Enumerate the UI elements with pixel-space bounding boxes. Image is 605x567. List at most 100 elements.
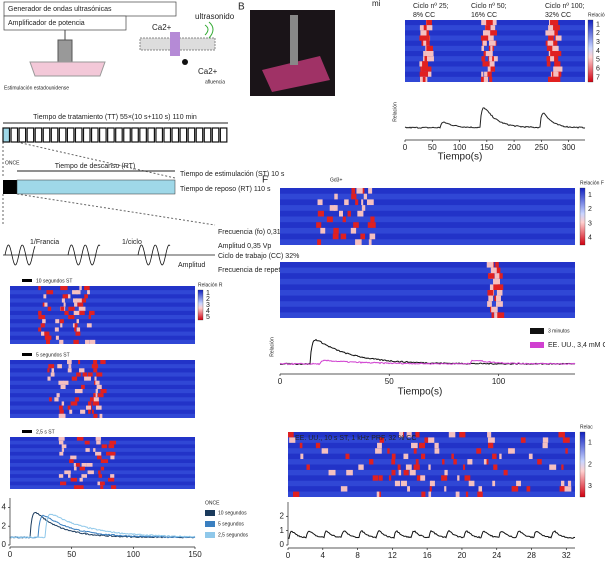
heatmap-spot <box>361 199 364 206</box>
heatmap-row <box>10 455 195 460</box>
heatmap-spot <box>70 455 77 460</box>
heatmap-spot <box>47 376 51 381</box>
photo-plate <box>262 56 330 92</box>
x-tick-label: 150 <box>188 550 202 559</box>
heatmap-spot <box>55 319 60 324</box>
heatmap-spot <box>71 376 78 381</box>
block <box>2 127 11 143</box>
heatmap-spot <box>462 464 466 470</box>
block <box>34 127 43 143</box>
heatmap-spot <box>495 312 500 318</box>
stim-bar <box>22 279 32 282</box>
heatmap-spot <box>567 480 572 487</box>
heatmap-spot <box>44 302 48 307</box>
heatmap-spot <box>391 469 396 476</box>
colorbar-tick-label: 2 <box>588 461 592 468</box>
heatmap-spot <box>79 466 86 471</box>
heatmap-spot <box>423 30 426 36</box>
heatmap-spot <box>369 459 374 465</box>
heatmap-spot <box>441 475 448 481</box>
heatmap-spot <box>499 453 502 460</box>
heatmap-spot <box>87 290 90 295</box>
heatmap-row <box>10 463 195 467</box>
heatmap-spot <box>496 290 503 296</box>
heatmap-spot <box>100 389 107 394</box>
heatmap-spot <box>377 442 382 449</box>
heatmap-spot <box>421 66 427 72</box>
heatmap-spot <box>503 469 508 476</box>
heatmap-spot <box>559 486 567 492</box>
heatmap-spot <box>93 360 98 365</box>
heatmap-spot <box>368 188 373 194</box>
heatmap-row <box>10 298 195 303</box>
colorbar-tick-label: 1 <box>596 21 600 28</box>
heatmap-spot <box>89 397 96 402</box>
x-tick-label: 150 <box>480 143 494 152</box>
heatmap-spot <box>551 20 559 26</box>
heatmap-spot <box>426 66 430 72</box>
heatmap-spot <box>40 323 45 328</box>
heatmap-spot <box>425 25 433 31</box>
duty-label: 32% CC <box>545 12 571 19</box>
heatmap-row <box>10 315 195 320</box>
heatmap-spot <box>44 335 52 340</box>
heatmap-spot <box>57 364 62 369</box>
x-tick-label: 28 <box>527 551 536 560</box>
label: Tiempo de reposo (RT) 110 s <box>180 186 271 193</box>
heatmap-spot <box>453 459 457 465</box>
heatmap-spot <box>69 409 73 414</box>
heatmap-spot <box>561 464 564 470</box>
heatmap-spot <box>413 448 417 454</box>
heatmap-spot <box>347 210 351 217</box>
heatmap-spot <box>101 444 108 449</box>
heatmap-spot <box>491 312 494 318</box>
heatmap-spot <box>85 405 91 410</box>
block <box>131 127 139 143</box>
heatmap-spot <box>77 302 84 307</box>
heatmap-spot <box>545 40 550 46</box>
heatmap-spot <box>429 486 432 492</box>
heatmap-spot <box>47 306 52 311</box>
label: Tiempo de tratamiento (TT) 55×(10 s+110 … <box>33 114 197 121</box>
heatmap-spot <box>551 40 556 46</box>
heatmap-spot <box>110 474 115 478</box>
heatmap-spot <box>560 480 565 487</box>
heatmap-row <box>280 216 575 223</box>
heatmap-spot <box>59 405 63 410</box>
sine <box>67 244 101 266</box>
heatmap-spot <box>547 30 555 36</box>
trace <box>404 107 586 129</box>
heatmap-spot <box>490 56 498 62</box>
heatmap-spot <box>564 486 572 492</box>
heatmap-spot <box>398 469 402 476</box>
heatmap-spot <box>484 71 489 77</box>
heatmap-spot <box>91 364 99 369</box>
heatmap-spot <box>398 432 404 438</box>
heatmap-spot <box>58 437 65 441</box>
legend-swatch <box>205 521 215 527</box>
heatmap-row <box>280 227 575 234</box>
heatmap-spot <box>54 327 59 332</box>
label: afluencia <box>205 79 225 85</box>
heatmap-spot <box>357 210 364 217</box>
block <box>58 127 67 143</box>
heatmap-spot <box>428 71 432 77</box>
heatmap-spot <box>41 331 45 336</box>
heatmap-spot <box>548 35 554 41</box>
y-label: Relación <box>392 102 398 122</box>
heatmap-spot <box>48 364 55 369</box>
heatmap-spot <box>346 469 353 476</box>
heatmap-spot <box>423 25 427 31</box>
heatmap-spot <box>455 491 460 497</box>
heatmap-spot <box>73 339 79 344</box>
heatmap-spot <box>490 25 496 31</box>
heatmap-spot <box>486 20 493 26</box>
heatmap-spot <box>548 76 555 82</box>
heatmap-spot <box>96 372 103 377</box>
colorbar-title: Relac <box>580 424 593 430</box>
block <box>139 127 147 143</box>
trace <box>9 513 196 539</box>
heatmap-spot <box>75 463 80 467</box>
block <box>98 127 107 143</box>
heatmap-spot <box>492 453 497 460</box>
